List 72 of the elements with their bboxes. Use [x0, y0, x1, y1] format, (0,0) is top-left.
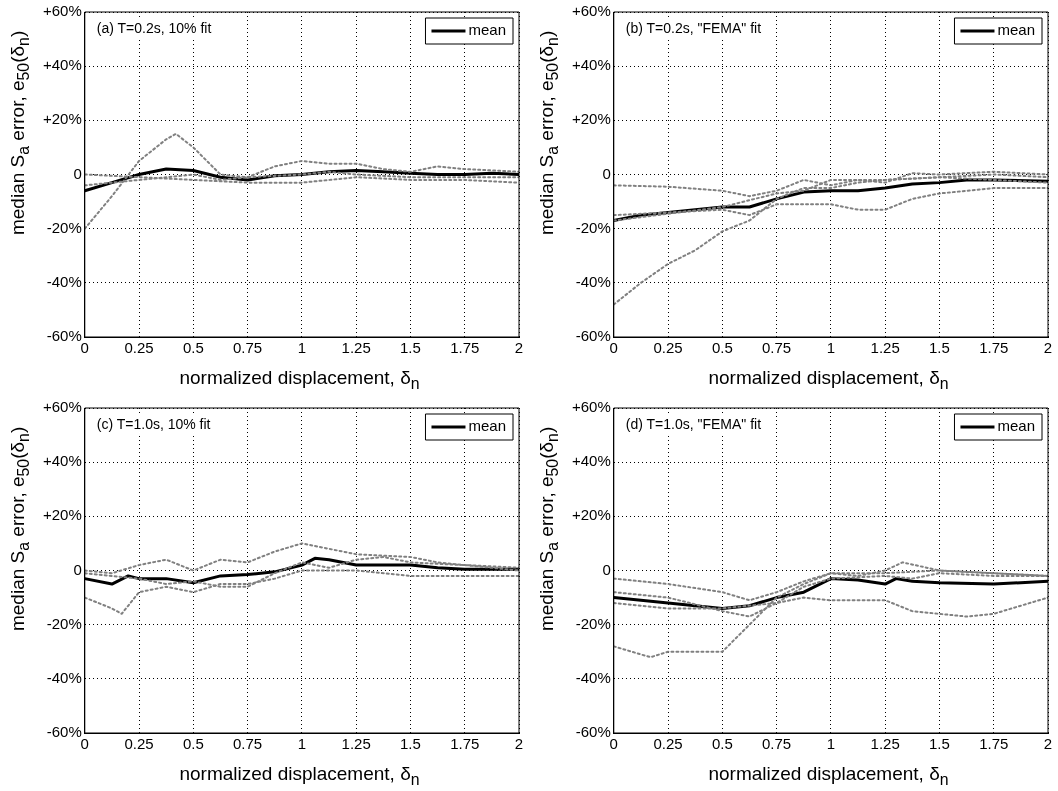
- x-tick-label: 0.5: [711, 339, 733, 357]
- y-tick-label: 0: [602, 164, 611, 182]
- y-tick-label: -40%: [575, 668, 611, 686]
- y-tick-label: +40%: [42, 56, 82, 74]
- x-tick-label: 1: [297, 735, 307, 753]
- y-tick-label: -20%: [575, 614, 611, 632]
- y-tick-label: +20%: [42, 506, 82, 524]
- x-tick-label: 0.25: [124, 339, 154, 357]
- y-tick-label: +20%: [571, 506, 611, 524]
- x-tick-label: 1.25: [341, 735, 371, 753]
- legend-label: mean: [468, 417, 507, 435]
- x-tick-label: 0.75: [233, 735, 263, 753]
- x-tick-label: 1.25: [870, 735, 900, 753]
- x-axis-title: normalized displacement, δ$_{n}$: [178, 367, 421, 393]
- x-tick-label: 0.75: [233, 339, 263, 357]
- x-axis-title: normalized displacement, δ$_{n}$: [178, 763, 421, 789]
- y-tick-label: -20%: [46, 218, 82, 236]
- y-tick-label: -40%: [46, 272, 82, 290]
- y-tick-label: -40%: [575, 272, 611, 290]
- x-tick-label: 0.75: [762, 735, 792, 753]
- legend-label: mean: [468, 21, 507, 39]
- x-tick-label: 1.5: [929, 735, 950, 753]
- x-tick-label: 0.25: [124, 735, 154, 753]
- x-tick-label: 0.25: [653, 735, 683, 753]
- y-tick-label: -60%: [46, 723, 82, 741]
- x-tick-label: 1.75: [450, 735, 480, 753]
- x-tick-label: 1.5: [400, 339, 421, 357]
- x-tick-label: 1.25: [341, 339, 371, 357]
- x-tick-label: 1.5: [400, 735, 421, 753]
- y-tick-label: -60%: [46, 327, 82, 345]
- y-tick-label: +20%: [571, 110, 611, 128]
- legend-label: mean: [997, 21, 1036, 39]
- x-tick-label: 1.75: [450, 339, 480, 357]
- x-tick-label: 0.5: [182, 339, 204, 357]
- x-axis-title: normalized displacement, δ$_{n}$: [707, 763, 950, 789]
- y-tick-label: -20%: [575, 218, 611, 236]
- y-tick-label: -60%: [575, 723, 611, 741]
- x-tick-label: 1: [826, 339, 836, 357]
- x-axis-title: normalized displacement, δ$_{n}$: [707, 367, 950, 393]
- x-tick-label: 0.75: [762, 339, 792, 357]
- y-tick-label: +60%: [571, 398, 611, 416]
- y-tick-label: +60%: [42, 398, 82, 416]
- x-tick-label: 0.5: [711, 735, 733, 753]
- y-tick-label: +40%: [42, 452, 82, 470]
- y-tick-label: +40%: [571, 452, 611, 470]
- x-tick-label: 1.75: [979, 735, 1009, 753]
- x-tick-label: 2: [514, 735, 524, 753]
- annotation: (a) T=0.2s, 10% fit: [96, 19, 212, 36]
- annotation: (b) T=0.2s, "FEMA" fit: [625, 19, 762, 36]
- legend-label: mean: [997, 417, 1036, 435]
- x-tick-label: 1: [297, 339, 307, 357]
- annotation: (d) T=1.0s, "FEMA" fit: [625, 415, 762, 432]
- x-tick-label: 1: [826, 735, 836, 753]
- y-tick-label: 0: [602, 560, 611, 578]
- x-tick-label: 2: [514, 339, 524, 357]
- x-tick-label: 1.75: [979, 339, 1009, 357]
- y-tick-label: +60%: [42, 2, 82, 20]
- y-tick-label: 0: [73, 164, 82, 182]
- x-tick-label: 2: [1043, 735, 1053, 753]
- y-tick-label: +60%: [571, 2, 611, 20]
- y-tick-label: +40%: [571, 56, 611, 74]
- annotation: (c) T=1.0s, 10% fit: [96, 415, 211, 432]
- x-tick-label: 1.5: [929, 339, 950, 357]
- y-tick-label: -20%: [46, 614, 82, 632]
- y-tick-label: +20%: [42, 110, 82, 128]
- y-tick-label: -60%: [575, 327, 611, 345]
- y-tick-label: -40%: [46, 668, 82, 686]
- x-tick-label: 1.25: [870, 339, 900, 357]
- x-tick-label: 0.25: [653, 339, 683, 357]
- x-tick-label: 2: [1043, 339, 1053, 357]
- x-tick-label: 0.5: [182, 735, 204, 753]
- y-tick-label: 0: [73, 560, 82, 578]
